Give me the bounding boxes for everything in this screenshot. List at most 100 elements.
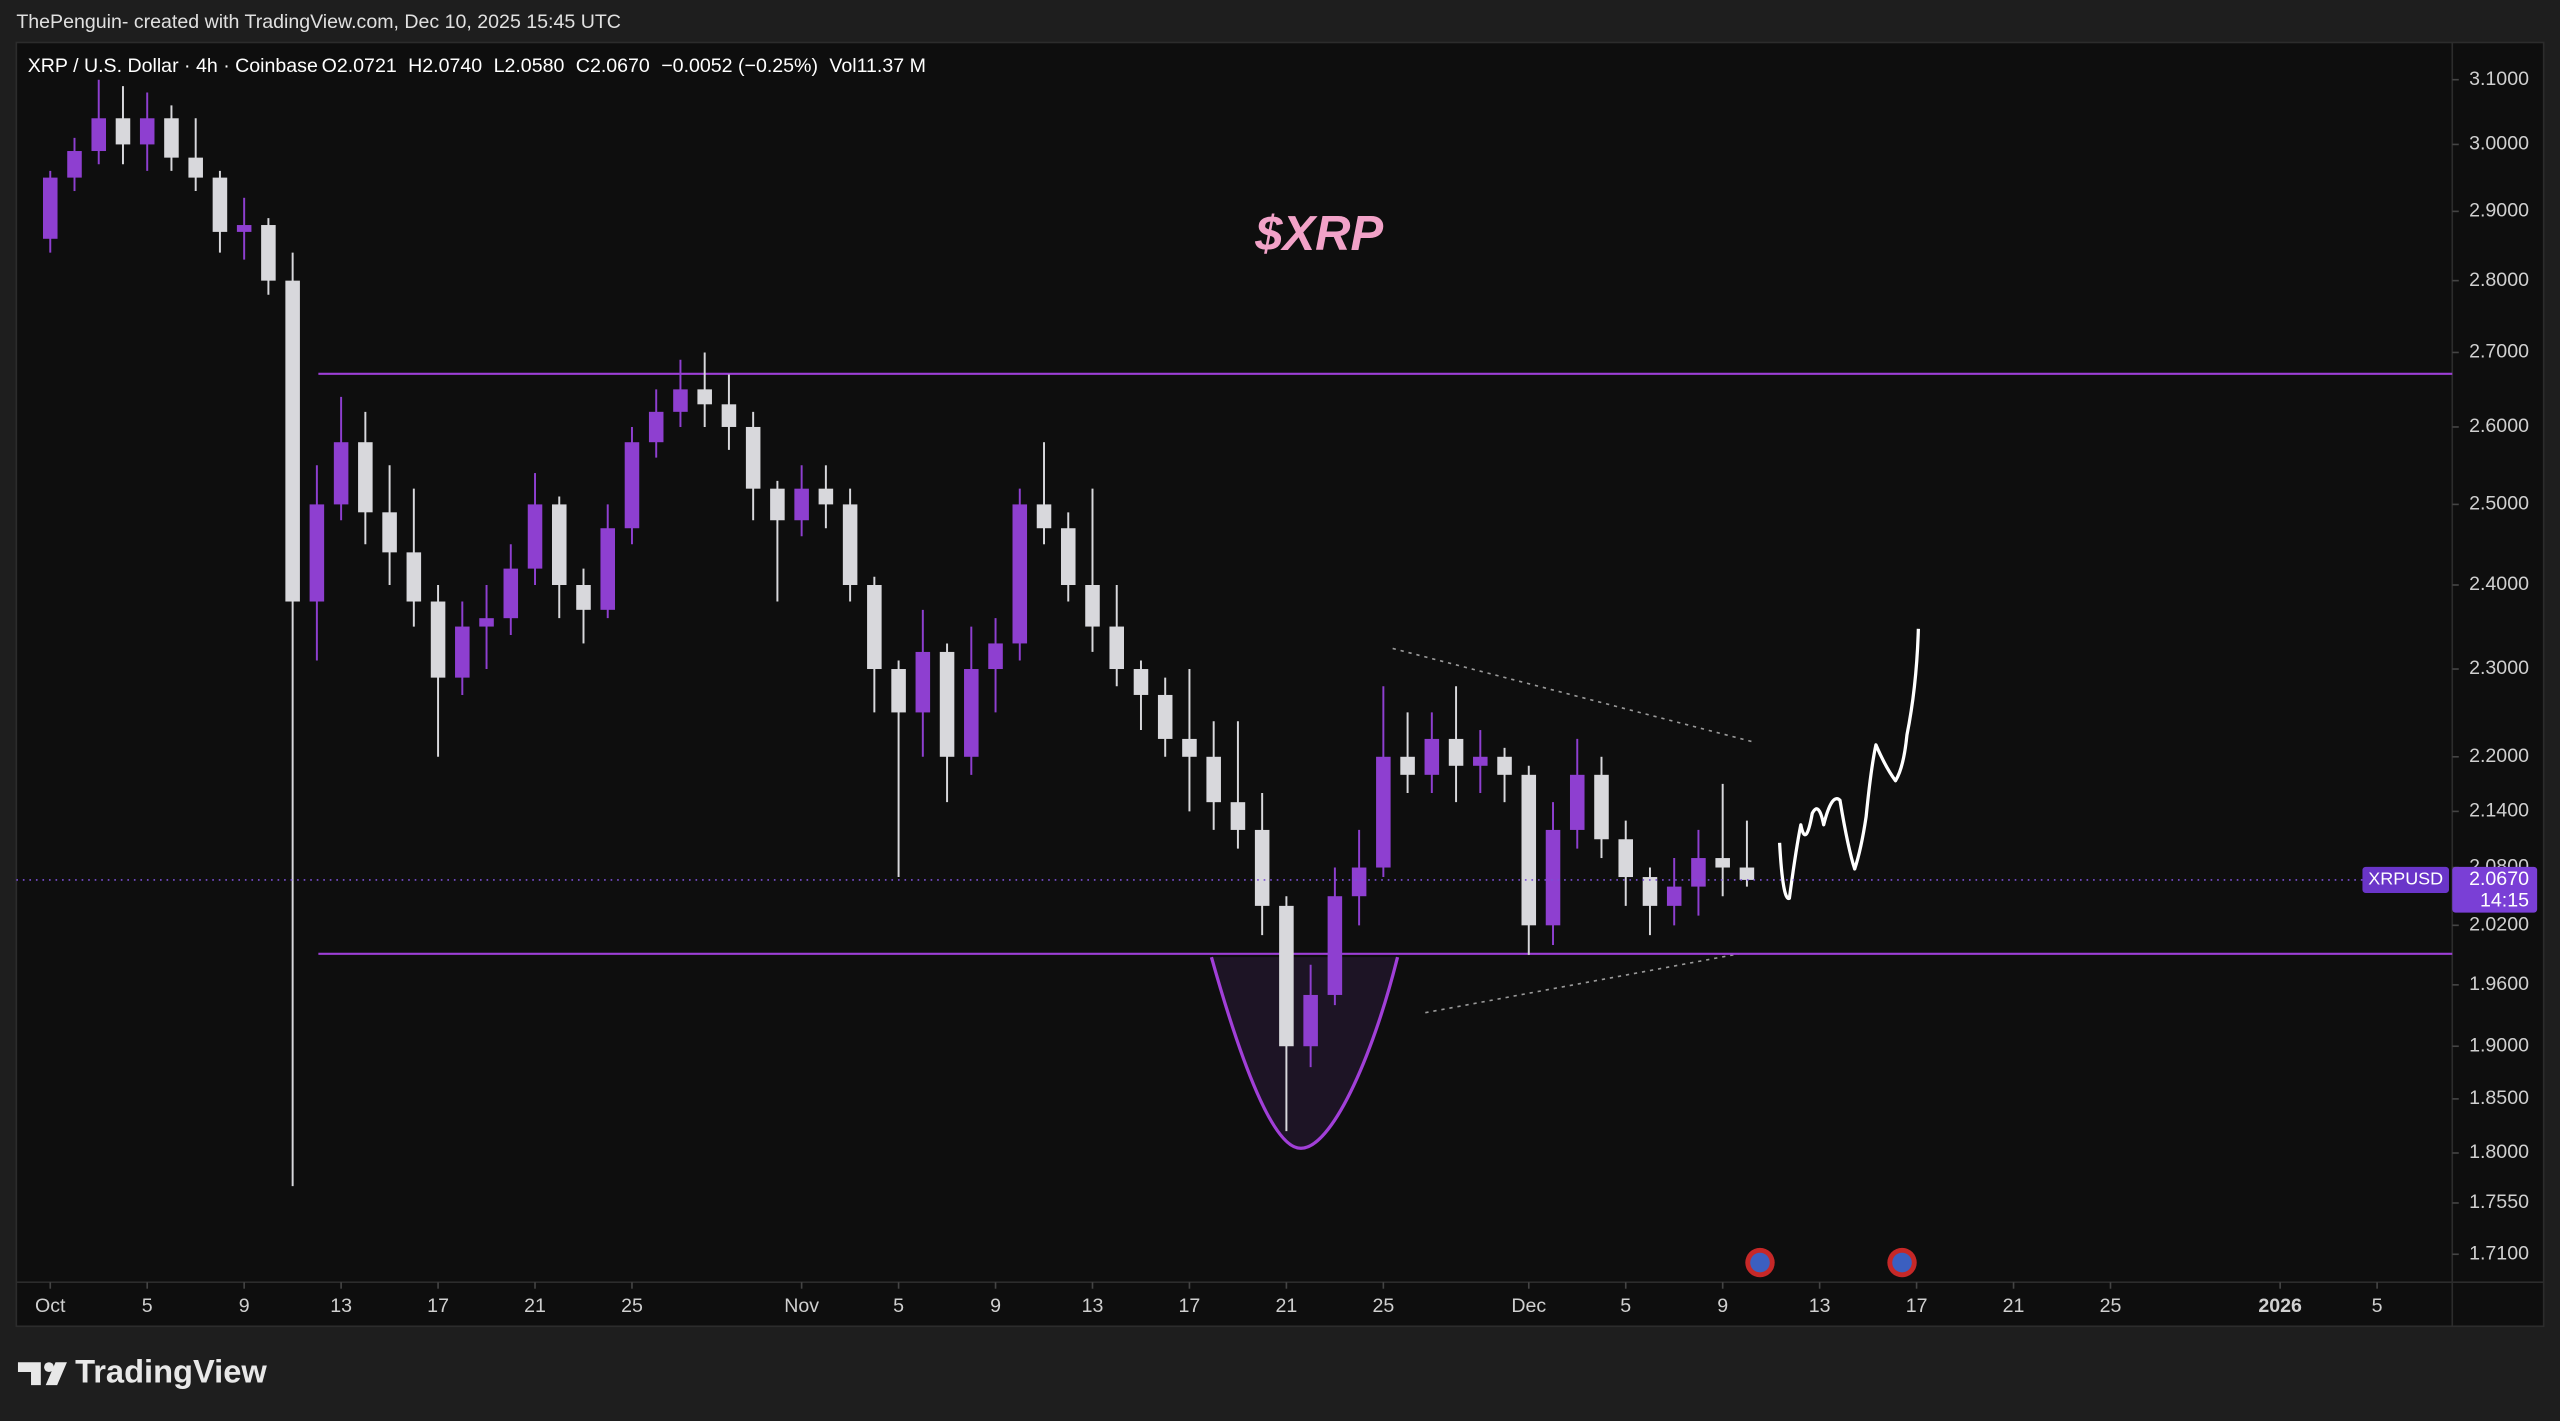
candle-body [527, 504, 543, 569]
candle-body [261, 225, 276, 281]
candle-body [842, 504, 858, 585]
candle-body [576, 584, 591, 610]
y-tick-label: 2.3000 [2469, 657, 2529, 679]
x-tick-label: 17 [1906, 1295, 1928, 1317]
candle-body [212, 177, 228, 232]
candle-body [1230, 802, 1246, 830]
ohlc-value: H2.0740 [408, 55, 482, 77]
x-tick-label: 5 [893, 1295, 904, 1317]
candle-body [551, 504, 567, 585]
x-tick-label: 21 [1276, 1295, 1298, 1317]
cup-curve [1209, 956, 1400, 1150]
candle-body [430, 601, 446, 678]
y-tick-label: 3.0000 [2469, 133, 2529, 155]
candle-body [358, 442, 373, 513]
x-tick-label: 2026 [2258, 1295, 2302, 1317]
candle-body [1133, 669, 1149, 695]
candle-body [600, 528, 616, 610]
x-tick-label: 25 [1372, 1295, 1394, 1317]
x-tick-label: 9 [990, 1295, 1001, 1317]
x-tick-label: 9 [239, 1295, 250, 1317]
annotation: $XRP [1254, 207, 1383, 261]
candle-body [1254, 829, 1270, 906]
candle-body [1545, 829, 1561, 926]
candle-body [867, 584, 882, 670]
candle-body [1279, 905, 1294, 1047]
x-tick-label: 13 [1082, 1295, 1104, 1317]
candle-body [624, 442, 640, 529]
candle-body [1569, 774, 1585, 830]
y-tick-label: 2.0200 [2469, 913, 2529, 935]
candle-body [1012, 504, 1028, 644]
candle-body [964, 669, 979, 757]
y-tick-label: 2.9000 [2469, 200, 2529, 222]
countdown-label: 14:15 [2480, 889, 2529, 911]
candle-body [745, 426, 761, 489]
candle-body [697, 389, 712, 405]
x-tick-label: Nov [784, 1295, 819, 1317]
candle-body [1473, 756, 1488, 766]
symbol-tag-label: XRPUSD [2368, 869, 2443, 889]
x-tick-label: 5 [1620, 1295, 1631, 1317]
candle-body [1060, 528, 1076, 585]
projection-path [1777, 628, 1920, 900]
y-tick-label: 1.8500 [2469, 1087, 2529, 1109]
event-icon[interactable] [1745, 1247, 1775, 1278]
x-tick-label: 13 [1809, 1295, 1831, 1317]
price-tag-label: 2.0670 [2469, 868, 2529, 890]
candle-body [915, 651, 931, 713]
candle-body [770, 488, 785, 521]
candle-body [1351, 867, 1367, 897]
candle-body [1303, 994, 1318, 1047]
candle-body [1497, 756, 1512, 775]
candle-body [67, 151, 82, 178]
candle-body [188, 157, 203, 178]
candle-body [1739, 867, 1755, 880]
ohlc-value: Vol11.37 M [829, 55, 925, 77]
candle-body [1618, 839, 1634, 878]
candle-body [1182, 738, 1197, 757]
event-icon[interactable] [1887, 1247, 1917, 1278]
x-tick-label: 25 [621, 1295, 643, 1317]
y-tick-label: 1.7550 [2469, 1191, 2529, 1213]
candle-body [1376, 756, 1391, 868]
credit: ThePenguin- created with TradingView.com… [16, 11, 621, 33]
candle-body [648, 411, 664, 443]
candle-body [1327, 896, 1343, 995]
candle-body [479, 618, 494, 627]
cup-fill [1211, 957, 1398, 1149]
y-tick-label: 2.2000 [2469, 745, 2529, 767]
x-tick-label: 25 [2100, 1295, 2122, 1317]
candle-body [382, 512, 397, 553]
symbol-title: XRP / U.S. Dollar · 4h · Coinbase [28, 55, 318, 77]
candle-body [91, 118, 107, 152]
x-tick-label: Oct [35, 1295, 66, 1317]
candle-body [1424, 738, 1440, 775]
candle-body [503, 568, 519, 619]
brand: TradingView [75, 1352, 267, 1389]
logo[interactable]: TradingView [17, 1352, 267, 1389]
candle-body [164, 118, 179, 158]
candle-body [1642, 877, 1658, 906]
x-tick-label: Dec [1511, 1295, 1546, 1317]
legend: XRP / U.S. Dollar · 4h · Coinbase O2.072… [28, 55, 926, 77]
x-tick-label: 17 [1179, 1295, 1201, 1317]
candle-body [1400, 756, 1415, 775]
y-tick-label: 3.1000 [2469, 68, 2529, 90]
candle-body [891, 669, 906, 713]
ohlc-value: O2.0721 [322, 55, 397, 77]
y-tick-label: 2.6000 [2469, 415, 2529, 437]
candle-body [1715, 858, 1730, 868]
candle-body [794, 488, 809, 521]
y-tick-label: 2.8000 [2469, 269, 2529, 291]
y-tick-label: 2.1400 [2469, 800, 2529, 822]
y-tick-label: 1.9000 [2469, 1034, 2529, 1056]
ohlc-value: C2.0670 [576, 55, 650, 77]
x-tick-label: 5 [2372, 1295, 2383, 1317]
candle-body [42, 177, 58, 239]
y-tick-label: 2.4000 [2469, 573, 2529, 595]
x-tick-label: 5 [142, 1295, 153, 1317]
y-tick-label: 1.8000 [2469, 1141, 2529, 1163]
candle-body [721, 404, 737, 427]
